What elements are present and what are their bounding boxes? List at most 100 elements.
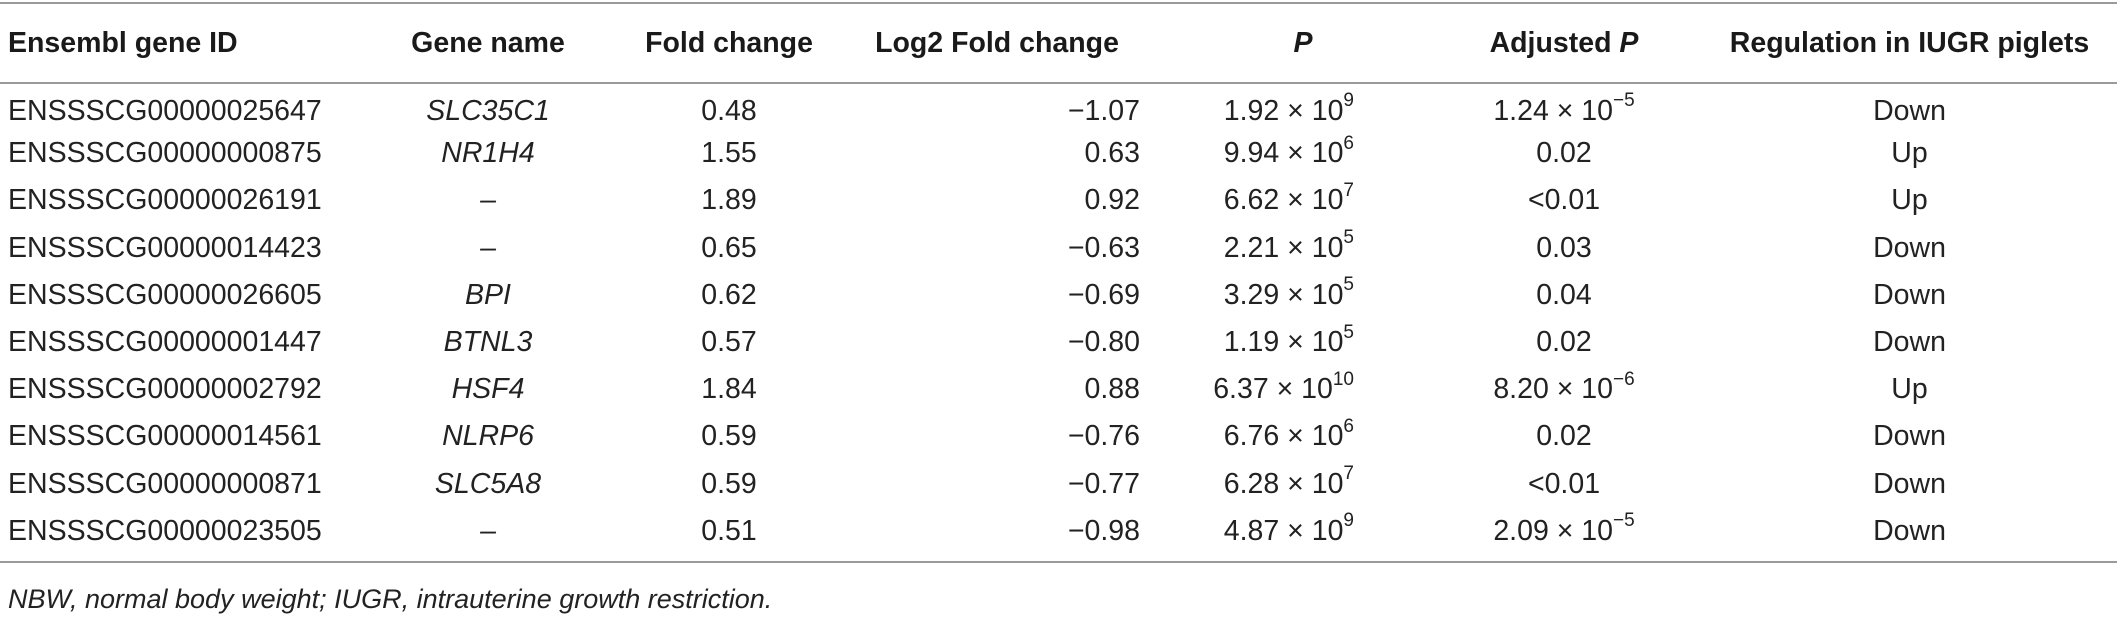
cell-adjusted-p: 0.04: [1426, 272, 1702, 319]
header-gene-name: Gene name: [372, 2, 604, 84]
header-fold-change: Fold change: [604, 2, 854, 84]
cell-p-value: 6.76 × 106: [1140, 413, 1426, 460]
header-adjusted-p-italic: P: [1619, 26, 1639, 59]
p-value-exponent: 5: [1343, 274, 1354, 296]
cell-adjusted-p: <0.01: [1426, 177, 1702, 224]
cell-fold-change: 0.59: [701, 420, 757, 453]
adjusted-p-mantissa: 0.02: [1536, 420, 1592, 453]
table-row: ENSSSCG00000000875 NR1H4 1.55 0.63 9.94 × 10…: [0, 130, 2117, 177]
table-row: ENSSSCG00000026605 BPI 0.62 −0.69 3.29 × 105…: [0, 272, 2117, 319]
adjusted-p-mantissa: 0.03: [1536, 231, 1592, 264]
p-value-mantissa: 6.28 × 10: [1223, 467, 1344, 500]
p-value-exponent: 9: [1343, 90, 1354, 112]
cell-ensembl-id: ENSSSCG00000002792: [8, 373, 322, 406]
cell-gene-name: SLC5A8: [434, 467, 542, 500]
header-ensembl-id: Ensembl gene ID: [0, 2, 372, 84]
cell-adjusted-p: 2.09 × 10−5: [1426, 507, 1702, 563]
cell-log2-fold-change: −0.69: [1067, 278, 1140, 311]
cell-ensembl-id: ENSSSCG00000023505: [0, 507, 372, 563]
table-row: ENSSSCG00000025647 SLC35C1 0.48 −1.07 1.92 ×…: [0, 83, 2117, 130]
p-value-exponent: 9: [1343, 510, 1354, 532]
header-adjusted-p: Adjusted P: [1426, 2, 1702, 84]
cell-fold-change: 0.65: [701, 231, 757, 264]
adjusted-p-mantissa: 1.24 × 10: [1493, 94, 1613, 127]
adjusted-p-mantissa: 0.02: [1536, 326, 1592, 359]
p-value-exponent: 7: [1343, 179, 1354, 201]
cell-regulation: Down: [1873, 94, 1946, 127]
cell-ensembl-id: ENSSSCG00000026191: [8, 184, 322, 217]
cell-log2-fold-change: −0.63: [1067, 231, 1140, 264]
p-value-exponent: 6: [1343, 132, 1354, 154]
cell-ensembl-id: ENSSSCG00000014561: [8, 420, 322, 453]
p-value-exponent: 6: [1343, 415, 1354, 437]
cell-ensembl-id: ENSSSCG00000025647: [8, 94, 322, 127]
cell-fold-change: 0.51: [604, 507, 854, 563]
cell-log2-fold-change: 0.88: [1084, 373, 1140, 406]
cell-log2-fold-change: −0.80: [1067, 326, 1140, 359]
table-row: ENSSSCG00000023505–0.51 −0.98 4.87 × 109 2.…: [0, 507, 2117, 563]
cell-regulation: Down: [1873, 326, 1946, 359]
header-p: P: [1140, 2, 1426, 84]
p-value-mantissa: 6.62 × 10: [1223, 184, 1344, 217]
cell-fold-change: 1.89: [701, 184, 757, 217]
adjusted-p-mantissa: 8.20 × 10: [1493, 373, 1613, 406]
cell-regulation: Down: [1873, 467, 1946, 500]
cell-p-value: 6.37 × 1010: [1140, 366, 1426, 413]
cell-regulation: Up: [1891, 184, 1928, 217]
cell-log2-fold-change: 0.63: [1084, 137, 1140, 170]
cell-fold-change: 0.48: [701, 94, 757, 127]
cell-log2-fold-change: −0.77: [1067, 467, 1140, 500]
cell-fold-change: 1.84: [701, 373, 757, 406]
cell-regulation: Down: [1702, 507, 2117, 563]
cell-gene-name: BTNL3: [443, 326, 533, 359]
cell-gene-name: NR1H4: [441, 137, 535, 170]
cell-gene-name: NLRP6: [442, 420, 534, 453]
table-row: ENSSSCG00000014423–0.65 −0.63 2.21 × 105 0.…: [0, 225, 2117, 272]
p-value-mantissa: 1.92 × 10: [1223, 94, 1344, 127]
table-body: ENSSSCG00000025647 SLC35C1 0.48 −1.07 1.92 ×…: [0, 83, 2117, 563]
cell-regulation: Up: [1891, 373, 1928, 406]
cell-fold-change: 0.57: [701, 326, 757, 359]
cell-p-value: 6.28 × 107: [1140, 461, 1426, 508]
table-footnote: NBW, normal body weight; IUGR, intrauter…: [8, 584, 773, 614]
cell-adjusted-p: 0.02: [1426, 319, 1702, 366]
p-value-exponent: 5: [1343, 321, 1354, 343]
cell-ensembl-id: ENSSSCG00000000875: [8, 137, 322, 170]
cell-gene-name: HSF4: [451, 373, 525, 406]
cell-log2-fold-change: −0.98: [854, 507, 1140, 563]
cell-ensembl-id: ENSSSCG00000000871: [8, 467, 322, 500]
cell-adjusted-p: 0.03: [1426, 225, 1702, 272]
cell-regulation: Down: [1873, 420, 1946, 453]
table-row: ENSSSCG00000014561 NLRP6 0.59 −0.76 6.76 × 1…: [0, 413, 2117, 460]
cell-p-value: 6.62 × 107: [1140, 177, 1426, 224]
cell-regulation: Down: [1873, 231, 1946, 264]
cell-adjusted-p: <0.01: [1426, 461, 1702, 508]
header-regulation: Regulation in IUGR piglets: [1702, 2, 2117, 84]
cell-ensembl-id: ENSSSCG00000026605: [8, 278, 322, 311]
p-value-mantissa: 6.76 × 10: [1223, 420, 1344, 453]
table-row: ENSSSCG00000001447 BTNL3 0.57 −0.80 1.19 × 1…: [0, 319, 2117, 366]
cell-p-value: 9.94 × 106: [1140, 130, 1426, 177]
cell-regulation: Up: [1891, 137, 1928, 170]
adjusted-p-exponent: −5: [1612, 90, 1635, 112]
p-value-exponent: 7: [1343, 463, 1354, 485]
cell-gene-name: –: [480, 184, 496, 217]
adjusted-p-mantissa: 2.09 × 10: [1493, 514, 1613, 547]
cell-gene-name: –: [480, 231, 496, 264]
header-log2-fold-change: Log2 Fold change: [854, 2, 1140, 84]
cell-log2-fold-change: −0.76: [1067, 420, 1140, 453]
table-row: ENSSSCG00000002792 HSF4 1.84 0.88 6.37 × 101…: [0, 366, 2117, 413]
cell-adjusted-p: 0.02: [1426, 130, 1702, 177]
table-header-row: Ensembl gene ID Gene name Fold change Lo…: [0, 2, 2117, 84]
p-value-mantissa: 6.37 × 10: [1213, 373, 1333, 406]
p-value-mantissa: 3.29 × 10: [1223, 278, 1344, 311]
cell-p-value: 4.87 × 109: [1140, 507, 1426, 563]
p-value-exponent: 5: [1343, 227, 1354, 249]
p-value-mantissa: 9.94 × 10: [1223, 137, 1344, 170]
cell-p-value: 1.19 × 105: [1140, 319, 1426, 366]
cell-fold-change: 0.62: [701, 278, 757, 311]
table-row: ENSSSCG00000026191–1.89 0.92 6.62 × 107 <0.…: [0, 177, 2117, 224]
p-value-mantissa: 1.19 × 10: [1223, 326, 1344, 359]
header-adjusted-p-prefix: Adjusted: [1489, 26, 1620, 59]
